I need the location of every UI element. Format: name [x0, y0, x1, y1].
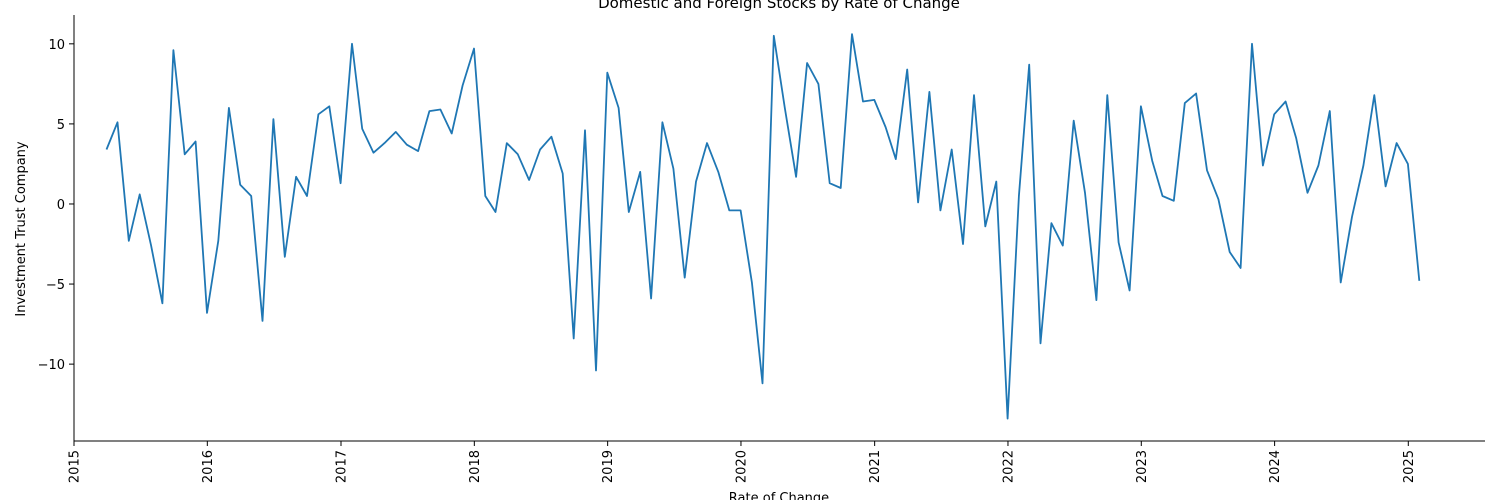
- x-tick-label: 2021: [868, 450, 883, 483]
- x-tick-label: 2015: [68, 450, 83, 483]
- chart-title: Domestic and Foreign Stocks by Rate of C…: [598, 0, 960, 12]
- y-tick-label: 5: [57, 118, 65, 133]
- x-axis-title: Rate of Change: [729, 491, 829, 500]
- x-tick-label: 2024: [1268, 450, 1283, 483]
- x-tick-label: 2019: [601, 450, 616, 483]
- x-tick-label: 2018: [468, 450, 483, 483]
- x-tick-label: 2017: [335, 450, 350, 483]
- x-axis-ticks: 2015 2016 2017 2018 2019 2020 2021 2022 2023 2024…: [68, 441, 1417, 483]
- y-axis-title: Investment Trust Company: [14, 141, 29, 317]
- x-tick-label: 2025: [1402, 450, 1417, 483]
- x-tick-label: 2022: [1001, 450, 1016, 483]
- y-axis-ticks: 10 5 0 −5 −10: [38, 38, 74, 373]
- y-tick-label: 0: [57, 198, 65, 213]
- x-tick-label: 2023: [1135, 450, 1150, 483]
- y-tick-label: −10: [38, 358, 65, 373]
- x-tick-label: 2016: [201, 450, 216, 483]
- y-tick-label: −5: [46, 278, 65, 293]
- x-tick-label: 2020: [734, 450, 749, 483]
- series-line: [105, 33, 1421, 420]
- y-tick-label: 10: [48, 38, 65, 53]
